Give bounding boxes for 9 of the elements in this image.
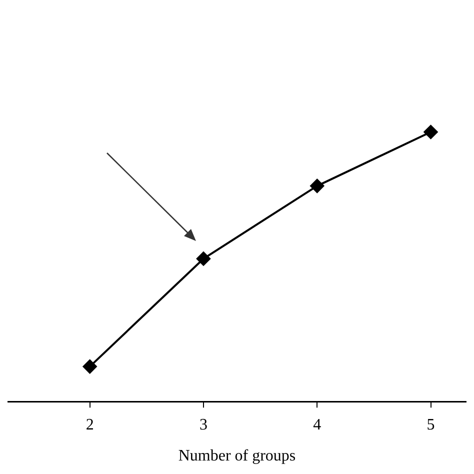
x-tick-label: 3 — [199, 416, 208, 434]
x-axis-title: Number of groups — [178, 448, 296, 465]
point — [424, 125, 438, 140]
point — [310, 178, 324, 193]
point — [82, 360, 97, 374]
x-tick-label: 5 — [426, 416, 435, 434]
point — [196, 252, 210, 266]
x-tick-label: 2 — [86, 416, 94, 434]
x-tick-label: 4 — [313, 416, 322, 434]
